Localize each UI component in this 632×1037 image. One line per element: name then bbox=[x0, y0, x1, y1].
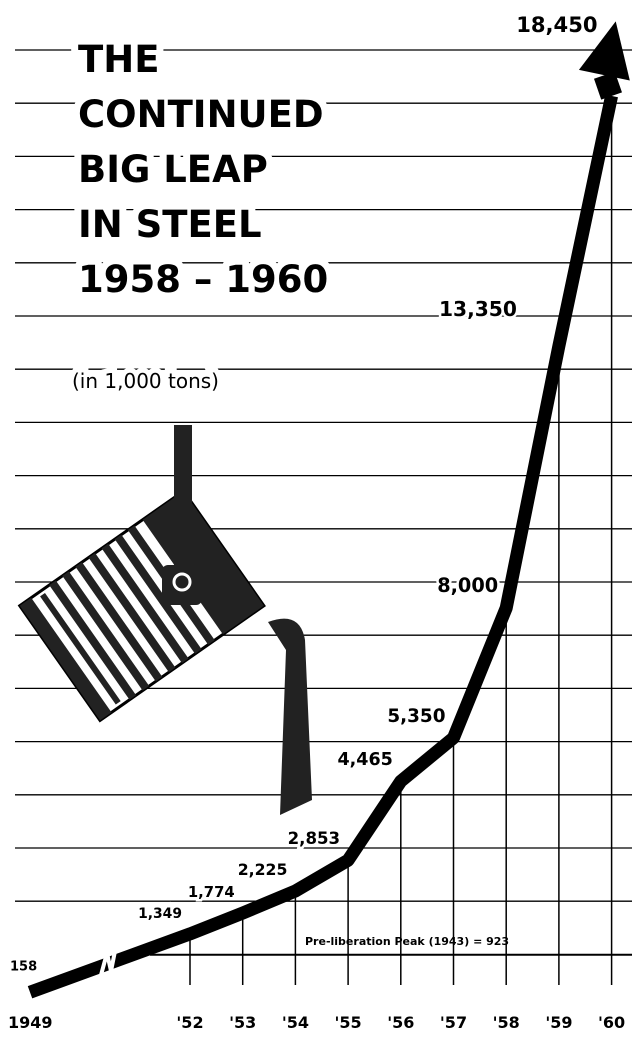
x-tick-label: '54 bbox=[282, 1013, 309, 1032]
x-tick-label: '58 bbox=[493, 1013, 520, 1032]
chart-title: BIG LEAP bbox=[78, 148, 268, 191]
data-label: 18,450 bbox=[516, 12, 597, 37]
chart-title: 1958 – 1960 bbox=[78, 258, 328, 301]
chart-title: IN STEEL bbox=[78, 203, 262, 246]
data-label: 8,000 bbox=[437, 574, 498, 597]
data-label: 5,350 bbox=[387, 706, 445, 727]
x-tick-label: '59 bbox=[545, 1013, 572, 1032]
data-label: 13,350 bbox=[439, 297, 517, 321]
x-tick-label: '56 bbox=[387, 1013, 414, 1032]
data-label: 2,225 bbox=[238, 860, 288, 879]
chart-title: THE bbox=[78, 38, 159, 81]
x-tick-label: '57 bbox=[440, 1013, 467, 1032]
data-label: 1,774 bbox=[188, 884, 235, 901]
plot-area: Pre-liberation Peak (1943) = 923 THE CONTI… bbox=[8, 12, 632, 1032]
axis-break bbox=[101, 951, 115, 975]
reference-label: Pre-liberation Peak (1943) = 923 bbox=[305, 935, 509, 948]
arrow-shaft bbox=[604, 75, 611, 96]
x-tick-label: '55 bbox=[335, 1013, 362, 1032]
chart: Pre-liberation Peak (1943) = 923 THE CONTI… bbox=[0, 0, 632, 1037]
x-tick-label: '53 bbox=[229, 1013, 256, 1032]
x-tick-label: '60 bbox=[598, 1013, 625, 1032]
chart-title: CONTINUED bbox=[78, 93, 324, 136]
x-tick-label: 1949 bbox=[8, 1013, 53, 1032]
chart-subtitle: (in 1,000 tons) bbox=[72, 369, 219, 393]
x-tick-label: '52 bbox=[176, 1013, 203, 1032]
data-label: 4,465 bbox=[337, 750, 392, 770]
data-label: 2,853 bbox=[288, 829, 341, 848]
ladle-illustration bbox=[20, 425, 312, 815]
data-label: 158 bbox=[10, 959, 37, 974]
data-label: 1,349 bbox=[138, 906, 182, 922]
